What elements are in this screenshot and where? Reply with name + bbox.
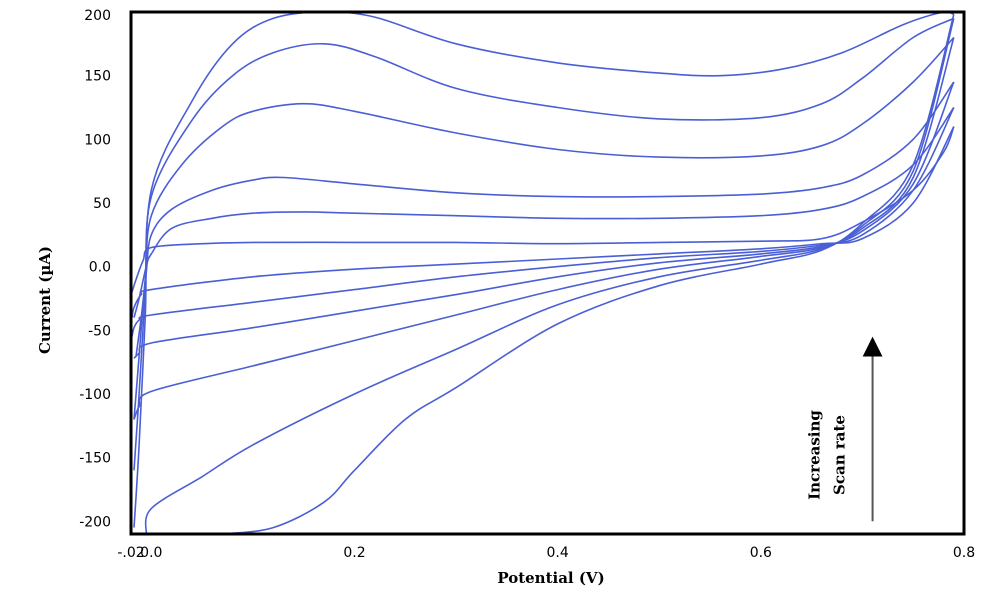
- y-tick-label: -200: [79, 514, 111, 530]
- cv-curve-3-anodic: [135, 81, 955, 356]
- y-tick-label: 100: [84, 132, 111, 148]
- y-tick-label: -50: [88, 323, 111, 339]
- x-tick-label: 0.0: [140, 545, 162, 561]
- cv-curve-6-anodic: [133, 11, 955, 528]
- cv-curve-6-cathodic: [222, 14, 955, 535]
- y-tick-label: -150: [79, 451, 111, 467]
- scan-rate-annotation: Increasing Scan rate: [806, 410, 849, 500]
- y-tick-label: 0.0: [89, 260, 111, 276]
- cv-curve-5-cathodic: [144, 18, 955, 535]
- cv-curve-4-cathodic: [133, 37, 955, 420]
- curves-group: [131, 11, 955, 535]
- x-tick-label: 0.2: [343, 545, 365, 561]
- y-tick-label: 50: [93, 196, 111, 212]
- cv-curve-1-cathodic: [131, 126, 955, 318]
- y-tick-label: -100: [79, 387, 111, 403]
- cv-curve-4-anodic: [133, 36, 955, 420]
- y-tick-label: 200: [84, 8, 111, 24]
- annotation-line-2: Scan rate: [831, 415, 849, 495]
- y-axis-label: Current (µA): [36, 246, 54, 354]
- cv-curve-2-cathodic: [131, 107, 955, 337]
- plot-frame: [129, 10, 966, 536]
- cv-curve-3-cathodic: [133, 81, 955, 359]
- y-tick-label: 150: [84, 69, 111, 85]
- x-tick-label: 0.8: [953, 545, 975, 561]
- x-tick-label: 0.4: [547, 545, 569, 561]
- cv-curve-2-anodic: [133, 107, 955, 318]
- x-tick-label: -.02: [117, 545, 144, 561]
- x-axis-label: Potential (V): [497, 569, 604, 587]
- x-axis-ticks: -.020.0 0.2 0.4 0.6 0.8: [117, 545, 975, 561]
- annotation-line-1: Increasing: [806, 410, 824, 500]
- x-tick-label: 0.6: [750, 545, 772, 561]
- y-axis-ticks: 200 150 100 50 0.0 -50 -100 -150 -200: [79, 8, 111, 530]
